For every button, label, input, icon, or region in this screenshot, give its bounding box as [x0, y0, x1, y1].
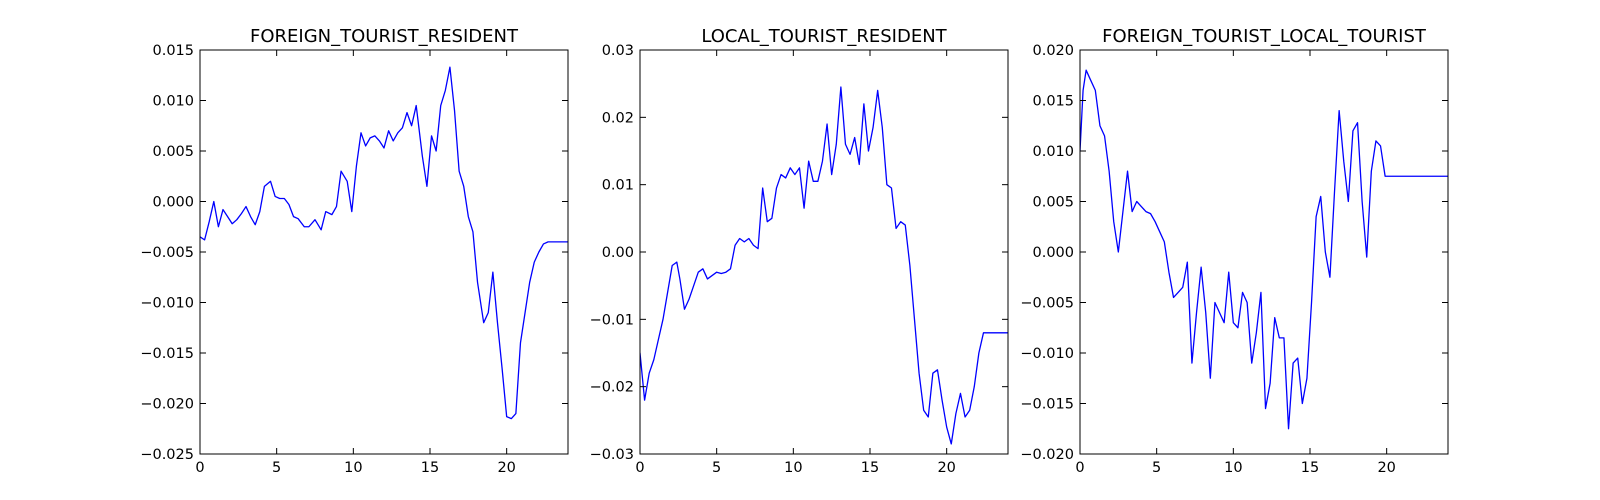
y-tick-label: 0.005 — [1032, 195, 1074, 211]
x-tick-label: 15 — [861, 460, 879, 476]
x-tick-label: 10 — [784, 460, 802, 476]
x-tick-label: 10 — [344, 460, 362, 476]
plot-frame — [199, 49, 569, 455]
y-tick-label: 0.01 — [602, 178, 634, 194]
y-tick-label: 0.02 — [602, 110, 634, 126]
y-tick-label: −0.020 — [140, 397, 194, 413]
x-tick-label: 10 — [1224, 460, 1242, 476]
x-tick-label: 0 — [1075, 460, 1084, 476]
chart-panel-3: FOREIGN_TOURIST_LOCAL_TOURIST 0 5 10 15 20 −0.… — [1020, 26, 1449, 476]
x-tick-label: 20 — [1377, 460, 1395, 476]
x-tick-label: 0 — [195, 460, 204, 476]
y-tick-label: 0.03 — [602, 43, 634, 59]
y-tick-label: −0.010 — [140, 296, 194, 312]
y-tick-label: 0.000 — [152, 195, 194, 211]
y-tick-label: 0.000 — [1032, 245, 1074, 261]
chart-title: LOCAL_TOURIST_RESIDENT — [701, 26, 947, 47]
chart-title: FOREIGN_TOURIST_LOCAL_TOURIST — [1102, 26, 1427, 47]
y-tick-label: 0.010 — [1032, 144, 1074, 160]
chart-panel-2: LOCAL_TOURIST_RESIDENT 0 5 10 15 20 −0.03 −0.02… — [590, 26, 1009, 476]
y-tick-label: −0.03 — [590, 447, 634, 463]
x-tick-label: 5 — [1152, 460, 1161, 476]
x-tick-label: 20 — [937, 460, 955, 476]
x-tick-label: 5 — [272, 460, 281, 476]
x-tick-label: 20 — [497, 460, 515, 476]
x-tick-label: 0 — [635, 460, 644, 476]
y-tick-label: 0.005 — [152, 144, 194, 160]
x-tick-label: 15 — [421, 460, 439, 476]
y-tick-label: −0.015 — [1020, 397, 1074, 413]
y-tick-label: 0.00 — [602, 245, 634, 261]
y-tick-label: −0.010 — [1020, 346, 1074, 362]
y-tick-label: 0.015 — [1032, 94, 1074, 110]
x-tick-label: 15 — [1301, 460, 1319, 476]
y-tick-label: 0.015 — [152, 43, 194, 59]
series-line — [640, 86, 1008, 445]
y-tick-label: −0.01 — [590, 312, 634, 328]
chart-title: FOREIGN_TOURIST_RESIDENT — [250, 26, 519, 47]
y-tick-label: −0.005 — [1020, 296, 1074, 312]
y-tick-label: −0.005 — [140, 245, 194, 261]
y-tick-label: −0.02 — [590, 380, 634, 396]
y-tick-label: −0.015 — [140, 346, 194, 362]
y-tick-label: 0.010 — [152, 94, 194, 110]
series-line — [1080, 69, 1448, 430]
y-tick-label: 0.020 — [1032, 43, 1074, 59]
plot-frame — [639, 49, 1009, 455]
chart-panel-1: FOREIGN_TOURIST_RESIDENT 0 5 10 15 20 −0.025 −0… — [140, 26, 569, 476]
series-line — [200, 66, 568, 420]
x-tick-label: 5 — [712, 460, 721, 476]
y-tick-label: −0.020 — [1020, 447, 1074, 463]
y-tick-label: −0.025 — [140, 447, 194, 463]
plot-frame — [1079, 49, 1449, 455]
